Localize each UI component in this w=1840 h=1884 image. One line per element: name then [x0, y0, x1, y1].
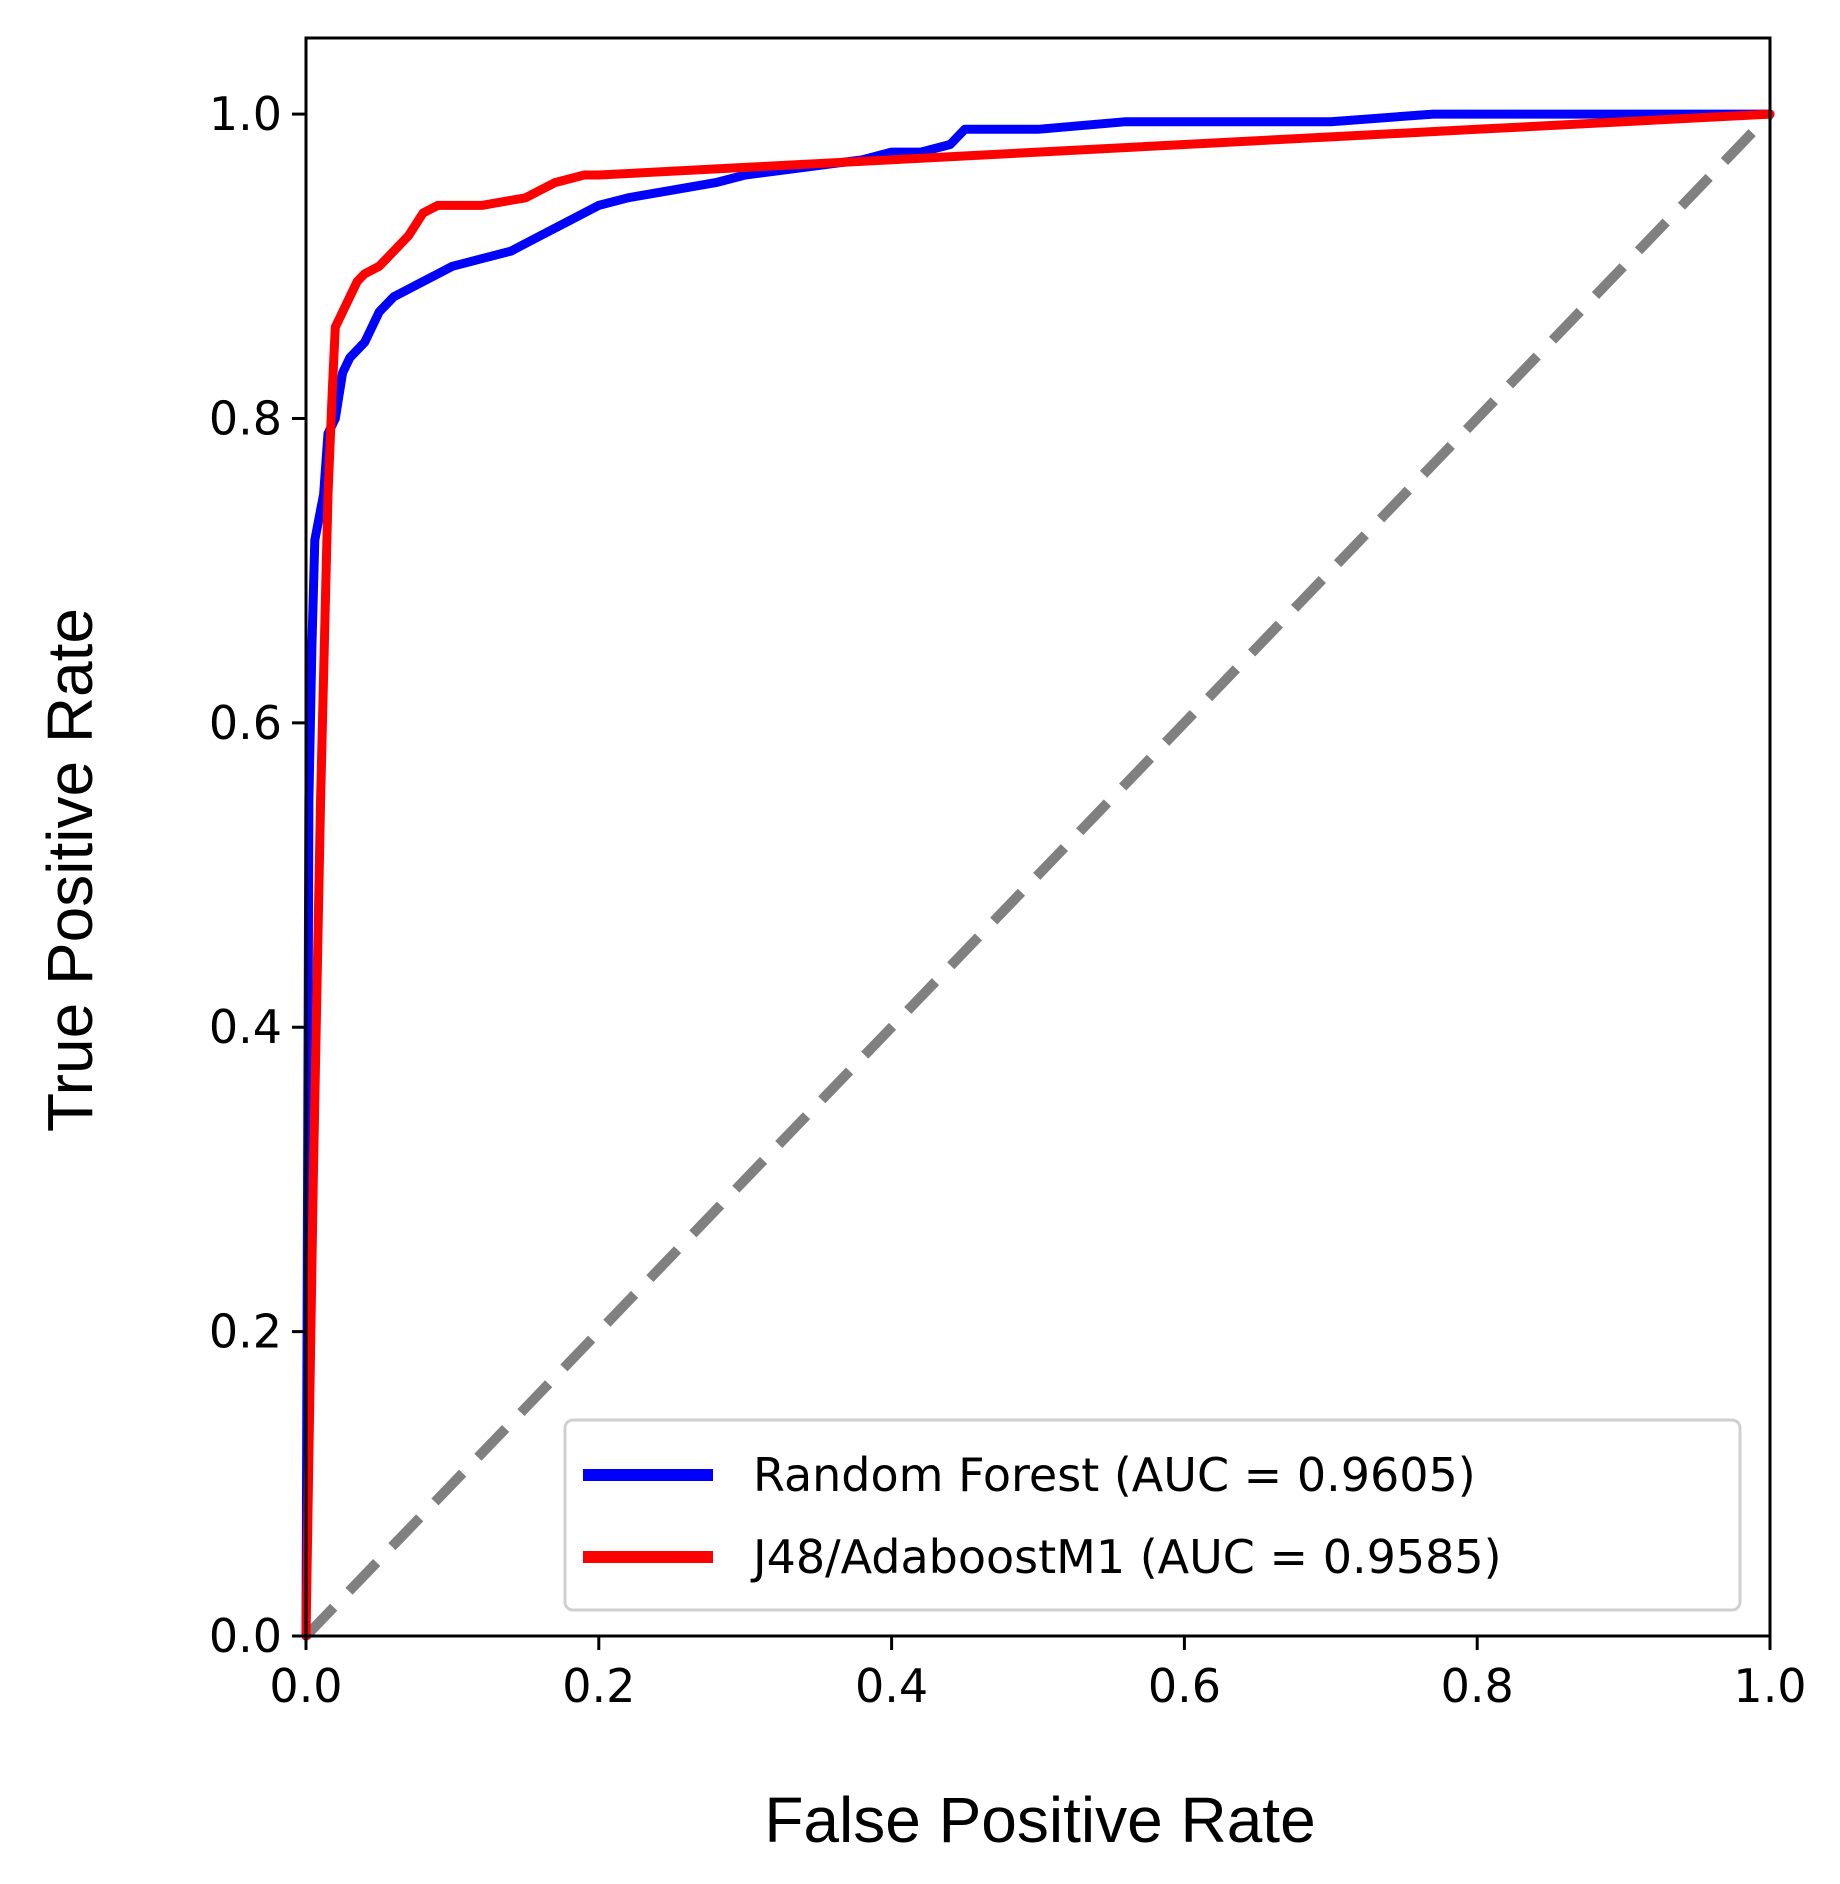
axes-frame	[304, 36, 1772, 1638]
y-tick-label: 0.8	[209, 391, 282, 445]
x-tick-label: 0.2	[562, 1659, 635, 1713]
legend-label-1: J48/AdaboostM1 (AUC = 0.9585)	[750, 1530, 1502, 1584]
x-tick-label: 0.4	[855, 1659, 928, 1713]
reference-diagonal-line	[302, 110, 1774, 1640]
legend-box	[563, 1418, 1742, 1612]
plot-area	[301, 109, 1775, 1641]
y-axis-title: True Positive Rate	[34, 608, 106, 1132]
y-tick-label: 0.4	[209, 1000, 282, 1054]
legend-label-0: Random Forest (AUC = 0.9605)	[753, 1448, 1476, 1502]
axes: 0.0 0.2 0.4 0.6 0.8 1.0 0.0 0.2 0.4 0.6 0.8 1.0	[209, 36, 1807, 1713]
x-tick-label: 1.0	[1733, 1659, 1806, 1713]
x-tick-label: 0.8	[1441, 1659, 1514, 1713]
x-axis-title: False Positive Rate	[764, 1784, 1315, 1856]
legend: Random Forest (AUC = 0.9605) J48/Adaboost…	[563, 1418, 1742, 1612]
y-tick-label: 1.0	[209, 87, 282, 141]
y-tick-label: 0.2	[209, 1305, 282, 1359]
y-tick-label: 0.0	[209, 1609, 282, 1663]
x-tick-label: 0.0	[269, 1659, 342, 1713]
series-line-1	[301, 109, 1775, 1641]
x-tick-label: 0.6	[1148, 1659, 1221, 1713]
y-tick-label: 0.6	[209, 696, 282, 750]
